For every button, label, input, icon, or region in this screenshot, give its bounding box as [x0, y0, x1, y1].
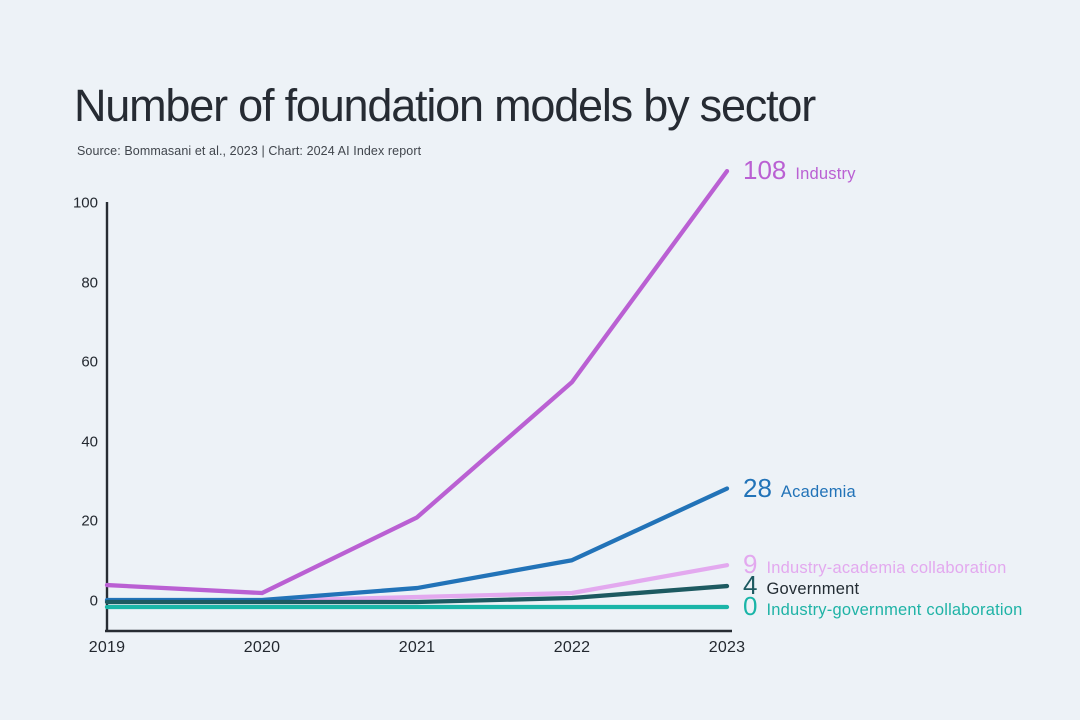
y-tick-label-60: 60 — [81, 353, 98, 371]
y-tick-label-100: 100 — [72, 194, 98, 212]
government-end-value: 4 — [743, 569, 758, 600]
government-line — [104, 583, 730, 605]
industry-series-name: Industry — [795, 165, 856, 184]
page-title: Number of foundation models by sector — [74, 80, 816, 131]
industry-academia-collaboration-end-value: 9 — [743, 549, 758, 580]
industry-academia-collaboration-line — [104, 563, 730, 604]
y-tick-label-0: 0 — [89, 592, 98, 610]
industry-government-collaboration-end-label: 0 Industry-government collaboration — [743, 591, 1023, 622]
x-tick-label-2020: 2020 — [243, 639, 281, 656]
government-end-label: 4 Government — [743, 570, 859, 601]
y-tick-label-80: 80 — [81, 274, 98, 292]
y-tick-label-40: 40 — [81, 433, 98, 451]
academia-line — [104, 486, 730, 603]
academia-end-value: 28 — [743, 472, 772, 503]
industry-academia-collaboration-end-label: 9 Industry-academia collaboration — [743, 549, 1007, 580]
source-caption: Source: Bommasani et al., 2023 | Chart: … — [77, 144, 422, 158]
axis-lines — [105, 202, 732, 633]
x-tick-label-2023: 2023 — [708, 639, 746, 656]
industry-line — [104, 169, 730, 596]
government-series-name: Government — [766, 579, 860, 598]
academia-series-name: Academia — [780, 482, 856, 501]
industry-academia-collaboration-series-name: Industry-academia collaboration — [766, 559, 1007, 578]
industry-government-collaboration-series-name: Industry-government collaboration — [766, 600, 1023, 619]
industry-end-label: 108 Industry — [743, 155, 856, 186]
x-tick-label-2021: 2021 — [398, 639, 436, 656]
x-tick-label-2019: 2019 — [88, 639, 126, 656]
industry-end-value: 108 — [743, 155, 787, 186]
industry-government-collaboration-end-value: 0 — [743, 590, 758, 621]
academia-end-label: 28 Academia — [743, 472, 856, 503]
y-tick-label-20: 20 — [81, 512, 98, 530]
x-tick-label-2022: 2022 — [553, 639, 591, 656]
